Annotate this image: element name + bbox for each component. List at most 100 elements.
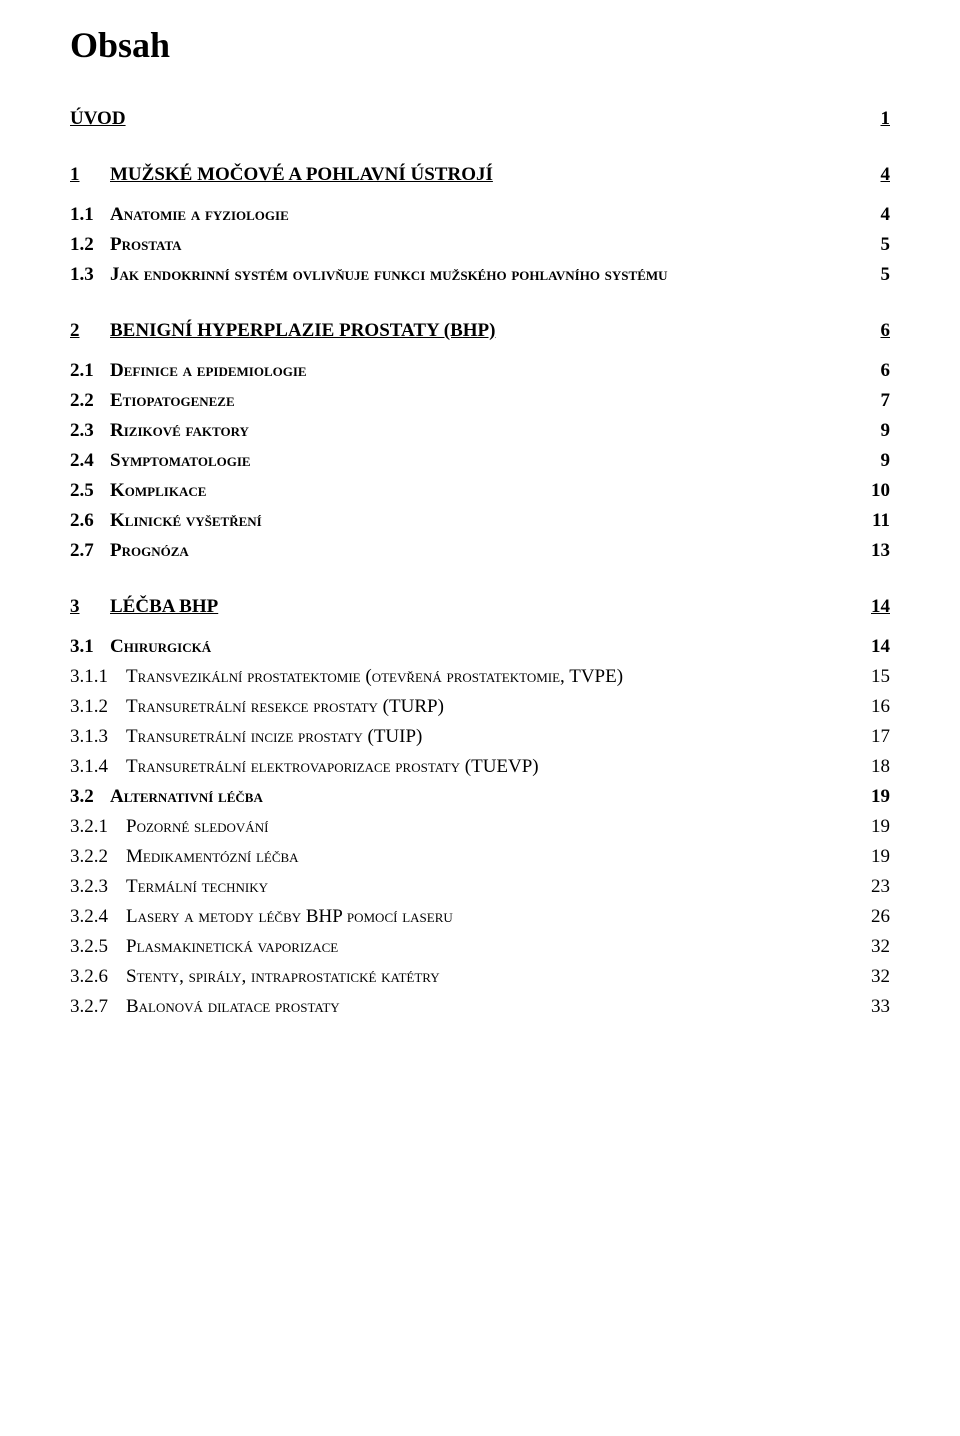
toc-num: 3.1.1 xyxy=(70,666,126,688)
toc-entry-l3: 3.2.2 Medikamentózní léčba 19 xyxy=(70,846,890,868)
toc-page: 4 xyxy=(860,164,890,186)
toc-label: Lasery a metody léčby BHP pomocí laseru xyxy=(126,906,860,928)
toc-entry-l2: 3.2 Alternativní léčba 19 xyxy=(70,786,890,808)
toc-page: 1 xyxy=(860,108,890,130)
toc-num: 3 xyxy=(70,596,110,618)
toc-num: 1.2 xyxy=(70,234,110,256)
toc-entry-l2: 2.6 Klinické vyšetření 11 xyxy=(70,510,890,532)
toc-num: 1.3 xyxy=(70,264,110,286)
toc-num: 3.2.4 xyxy=(70,906,126,928)
toc-label: LÉČBA BHP xyxy=(110,596,860,618)
toc-entry-l3: 3.2.6 Stenty, spirály, intraprostatické … xyxy=(70,966,890,988)
toc-label: Transuretrální resekce prostaty (TURP) xyxy=(126,696,860,718)
toc-num: 2.2 xyxy=(70,390,110,412)
toc-entry-l3: 3.1.3 Transuretrální incize prostaty (TU… xyxy=(70,726,890,748)
toc-page: 33 xyxy=(860,996,890,1018)
toc-label: Etiopatogeneze xyxy=(110,390,860,412)
toc-num: 3.2.5 xyxy=(70,936,126,958)
toc-page: 5 xyxy=(860,234,890,256)
toc-label: MUŽSKÉ MOČOVÉ A POHLAVNÍ ÚSTROJÍ xyxy=(110,164,860,186)
toc-entry-section-1: 1 MUŽSKÉ MOČOVÉ A POHLAVNÍ ÚSTROJÍ 4 xyxy=(70,164,890,186)
toc-label: Transuretrální elektrovaporizace prostat… xyxy=(126,756,860,778)
toc-entry-l2: 1.3 Jak endokrinní systém ovlivňuje funk… xyxy=(70,264,890,286)
toc-label: ÚVOD xyxy=(70,108,860,130)
toc-page: 14 xyxy=(860,596,890,618)
toc-entry-l3: 3.2.7 Balonová dilatace prostaty 33 xyxy=(70,996,890,1018)
toc-entry-l2: 3.1 Chirurgická 14 xyxy=(70,636,890,658)
toc-label: Prognóza xyxy=(110,540,860,562)
toc-page: 19 xyxy=(860,786,890,808)
toc-label: Transuretrální incize prostaty (TUIP) xyxy=(126,726,860,748)
toc-label: Balonová dilatace prostaty xyxy=(126,996,860,1018)
toc-entry-l2: 2.4 Symptomatologie 9 xyxy=(70,450,890,472)
toc-num: 3.1.4 xyxy=(70,756,126,778)
toc-num: 2.3 xyxy=(70,420,110,442)
toc-num: 2.7 xyxy=(70,540,110,562)
toc-entry-l2: 2.5 Komplikace 10 xyxy=(70,480,890,502)
toc-page: 23 xyxy=(860,876,890,898)
toc-label: Definice a epidemiologie xyxy=(110,360,860,382)
toc-label: Anatomie a fyziologie xyxy=(110,204,860,226)
toc-label: Transvezikální prostatektomie (otevřená … xyxy=(126,666,860,688)
toc-entry-l2: 2.1 Definice a epidemiologie 6 xyxy=(70,360,890,382)
toc-page: 10 xyxy=(860,480,890,502)
toc-entry-l3: 3.2.5 Plasmakinetická vaporizace 32 xyxy=(70,936,890,958)
toc-label: Prostata xyxy=(110,234,860,256)
toc-label: Plasmakinetická vaporizace xyxy=(126,936,860,958)
toc-num: 3.1.3 xyxy=(70,726,126,748)
toc-page: 16 xyxy=(860,696,890,718)
toc-num: 3.2.3 xyxy=(70,876,126,898)
toc-entry-l3: 3.1.2 Transuretrální resekce prostaty (T… xyxy=(70,696,890,718)
toc-label: Medikamentózní léčba xyxy=(126,846,860,868)
toc-label: Symptomatologie xyxy=(110,450,860,472)
toc-num: 3.1 xyxy=(70,636,110,658)
toc-num: 1.1 xyxy=(70,204,110,226)
toc-page: 6 xyxy=(860,320,890,342)
toc-num: 2.5 xyxy=(70,480,110,502)
toc-num: 3.2.2 xyxy=(70,846,126,868)
toc-num: 2 xyxy=(70,320,110,342)
toc-entry-l3: 3.1.4 Transuretrální elektrovaporizace p… xyxy=(70,756,890,778)
toc-label: Pozorné sledování xyxy=(126,816,860,838)
toc-entry-l3: 3.2.3 Termální techniky 23 xyxy=(70,876,890,898)
toc-entry-l2: 1.1 Anatomie a fyziologie 4 xyxy=(70,204,890,226)
toc-label: Chirurgická xyxy=(110,636,860,658)
toc-num: 3.2.1 xyxy=(70,816,126,838)
toc-entry-l2: 1.2 Prostata 5 xyxy=(70,234,890,256)
toc-label: Jak endokrinní systém ovlivňuje funkci m… xyxy=(110,264,860,286)
toc-label: Klinické vyšetření xyxy=(110,510,860,532)
toc-page: 11 xyxy=(860,510,890,532)
toc-num: 1 xyxy=(70,164,110,186)
toc-page: 15 xyxy=(860,666,890,688)
toc-label: Rizikové faktory xyxy=(110,420,860,442)
toc-num: 2.6 xyxy=(70,510,110,532)
toc-label: Komplikace xyxy=(110,480,860,502)
toc-entry-l3: 3.2.1 Pozorné sledování 19 xyxy=(70,816,890,838)
toc-num: 3.2.7 xyxy=(70,996,126,1018)
toc-page: 5 xyxy=(860,264,890,286)
toc-num: 3.2.6 xyxy=(70,966,126,988)
toc-label: Termální techniky xyxy=(126,876,860,898)
toc-entry-section-2: 2 BENIGNÍ HYPERPLAZIE PROSTATY (BHP) 6 xyxy=(70,320,890,342)
toc-page: 7 xyxy=(860,390,890,412)
toc-page: 18 xyxy=(860,756,890,778)
toc-page: 13 xyxy=(860,540,890,562)
toc-page: 26 xyxy=(860,906,890,928)
toc-label: BENIGNÍ HYPERPLAZIE PROSTATY (BHP) xyxy=(110,320,860,342)
toc-entry-l2: 2.2 Etiopatogeneze 7 xyxy=(70,390,890,412)
toc-num: 2.4 xyxy=(70,450,110,472)
toc-page: 9 xyxy=(860,450,890,472)
toc-entry-l2: 2.3 Rizikové faktory 9 xyxy=(70,420,890,442)
toc-page: 32 xyxy=(860,966,890,988)
toc-entry-uvod: ÚVOD 1 xyxy=(70,108,890,130)
toc-num: 2.1 xyxy=(70,360,110,382)
toc-num: 3.2 xyxy=(70,786,110,808)
toc-entry-l3: 3.2.4 Lasery a metody léčby BHP pomocí l… xyxy=(70,906,890,928)
toc-page: 4 xyxy=(860,204,890,226)
toc-entry-section-3: 3 LÉČBA BHP 14 xyxy=(70,596,890,618)
toc-page: 14 xyxy=(860,636,890,658)
toc-entry-l3: 3.1.1 Transvezikální prostatektomie (ote… xyxy=(70,666,890,688)
toc-num: 3.1.2 xyxy=(70,696,126,718)
toc-page: 19 xyxy=(860,846,890,868)
toc-page: 17 xyxy=(860,726,890,748)
